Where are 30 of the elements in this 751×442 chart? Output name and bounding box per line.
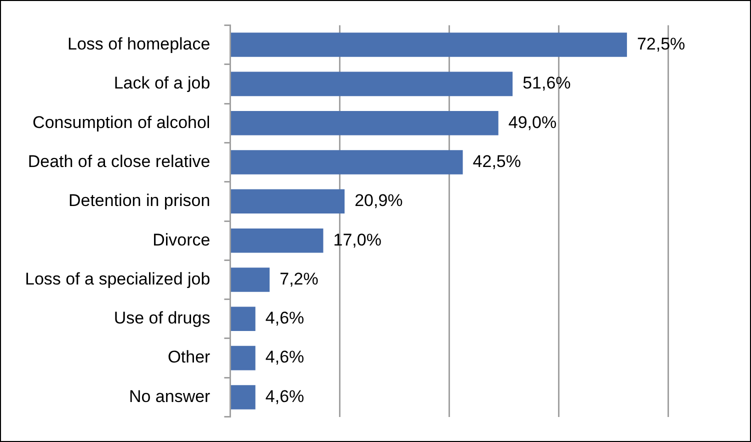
bar [230, 346, 256, 370]
y-tick-label: Other [168, 348, 211, 367]
bar [230, 306, 256, 332]
bar [230, 385, 256, 410]
data-label: 72,5% [636, 34, 686, 54]
y-tick-label: Consumption of alcohol [32, 112, 210, 132]
data-label: 51,6% [522, 74, 571, 93]
y-tick-label: Death of a close relative [28, 152, 210, 171]
data-label: 49,0% [508, 112, 557, 132]
data-label: 42,5% [472, 152, 521, 171]
data-label: 4,6% [265, 348, 304, 367]
data-label: 4,6% [265, 386, 304, 406]
bar [230, 32, 627, 57]
bar [230, 72, 513, 96]
data-label: 20,9% [354, 191, 403, 210]
y-tick-label: Use of drugs [114, 308, 210, 328]
y-tick-label: Loss of a specialized job [24, 269, 210, 288]
bar [230, 268, 270, 292]
bar [230, 150, 463, 174]
y-tick-label: Lack of a job [114, 74, 210, 93]
bar [230, 228, 324, 253]
data-label: 4,6% [265, 308, 304, 328]
bar [230, 189, 345, 214]
bar [230, 110, 498, 136]
y-tick-label: Divorce [152, 230, 210, 250]
y-tick-label: Loss of homeplace [68, 34, 210, 54]
y-tick-label: Detention in prison [68, 191, 210, 210]
data-label: 17,0% [333, 230, 382, 250]
y-tick-label: No answer [128, 386, 211, 406]
data-label: 7,2% [280, 269, 318, 288]
